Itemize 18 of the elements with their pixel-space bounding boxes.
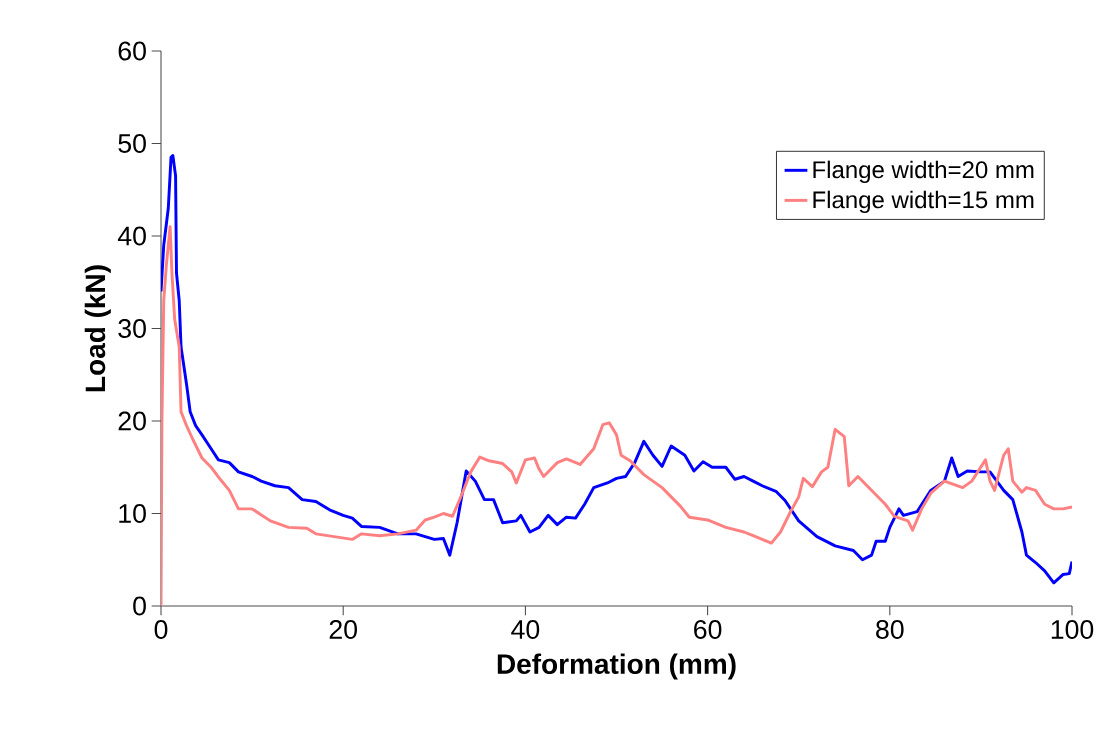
x-tick-label: 0 [154, 620, 168, 639]
y-tick-label: 60 [118, 41, 146, 61]
y-tick-label: 50 [118, 134, 146, 153]
y-tick-label: 0 [133, 596, 146, 616]
x-tick-label: 60 [694, 620, 722, 639]
legend-label: Flange width=20 mm [813, 160, 1034, 183]
y-tick-label: 40 [117, 226, 146, 246]
y-tick-label: 30 [118, 319, 146, 338]
x-tick-label: 80 [876, 620, 904, 639]
x-tick-label: 20 [329, 620, 357, 639]
y-axis-title: Load (kN) [84, 265, 111, 392]
x-axis-title: Deformation (mm) [497, 653, 736, 680]
legend-label: Flange width=15 mm [813, 190, 1034, 214]
x-tick-label: 100 [1051, 620, 1094, 639]
x-tick-label: 40 [511, 620, 540, 639]
y-tick-label: 20 [118, 411, 146, 431]
y-tick-label: 10 [119, 504, 146, 523]
line-series [161, 154, 1073, 585]
